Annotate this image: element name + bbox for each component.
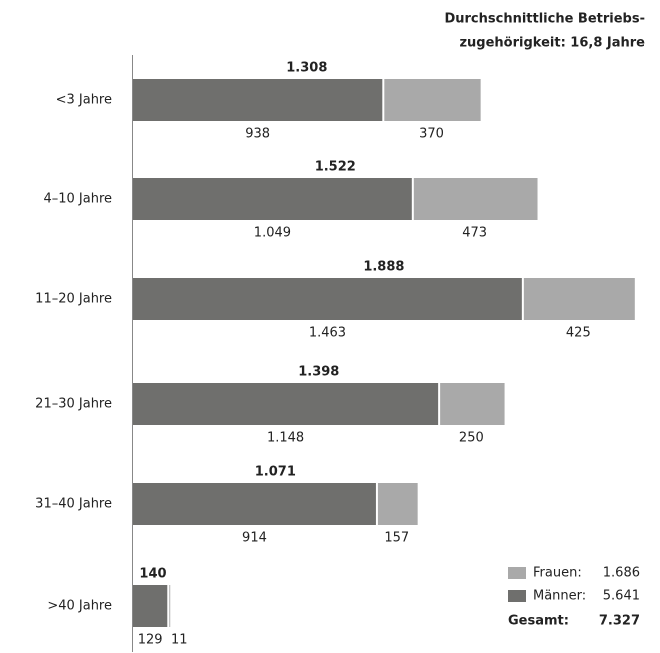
- value-label: 1.463: [309, 326, 346, 341]
- value-label: 425: [566, 326, 591, 341]
- chart-title: zugehörigkeit: 16,8 Jahre: [459, 36, 645, 51]
- bar-segment: [523, 278, 635, 320]
- bar-segment: [133, 585, 168, 627]
- bar-segment: [133, 383, 439, 425]
- legend-label: Frauen:: [533, 566, 582, 581]
- chart-title: Durchschnittliche Betriebs-: [444, 12, 645, 27]
- total-label: 1.398: [298, 365, 339, 380]
- legend-label: Männer:: [533, 589, 586, 604]
- value-label: 914: [242, 531, 267, 546]
- value-label: 473: [462, 226, 487, 241]
- category-label: 11–20 Jahre: [35, 292, 112, 307]
- category-label: 21–30 Jahre: [35, 397, 112, 412]
- value-label: 157: [384, 531, 409, 546]
- value-label: 938: [245, 127, 270, 142]
- value-label: 1.049: [254, 226, 291, 241]
- category-label: >40 Jahre: [47, 599, 112, 614]
- value-label: 1.148: [267, 431, 304, 446]
- value-label: 370: [419, 127, 444, 142]
- category-label: 31–40 Jahre: [35, 497, 112, 512]
- value-label: 250: [459, 431, 484, 446]
- legend-swatch: [508, 567, 526, 579]
- category-label: <3 Jahre: [56, 93, 112, 108]
- total-label: 140: [139, 567, 166, 582]
- legend-total: 1.686: [603, 566, 640, 581]
- bar-segment: [413, 178, 538, 220]
- bar-segment: [377, 483, 418, 525]
- total-label: 1.071: [255, 465, 296, 480]
- bar-segment: [133, 483, 376, 525]
- bar-segment: [133, 79, 383, 121]
- legend-total: 5.641: [603, 589, 640, 604]
- total-label: 1.522: [315, 160, 356, 175]
- bar-segment: [440, 383, 505, 425]
- total-label: 1.888: [363, 260, 404, 275]
- bar-segment: [384, 79, 481, 121]
- bar-segment: [133, 278, 522, 320]
- value-label: 129: [138, 633, 163, 648]
- grand-total-value: 7.327: [599, 614, 640, 629]
- bar-segment: [169, 585, 171, 627]
- category-label: 4–10 Jahre: [43, 192, 112, 207]
- legend-swatch: [508, 590, 526, 602]
- total-label: 1.308: [286, 61, 327, 76]
- grand-total-label: Gesamt:: [508, 614, 569, 629]
- bar-segment: [133, 178, 412, 220]
- value-label: 11: [171, 633, 188, 648]
